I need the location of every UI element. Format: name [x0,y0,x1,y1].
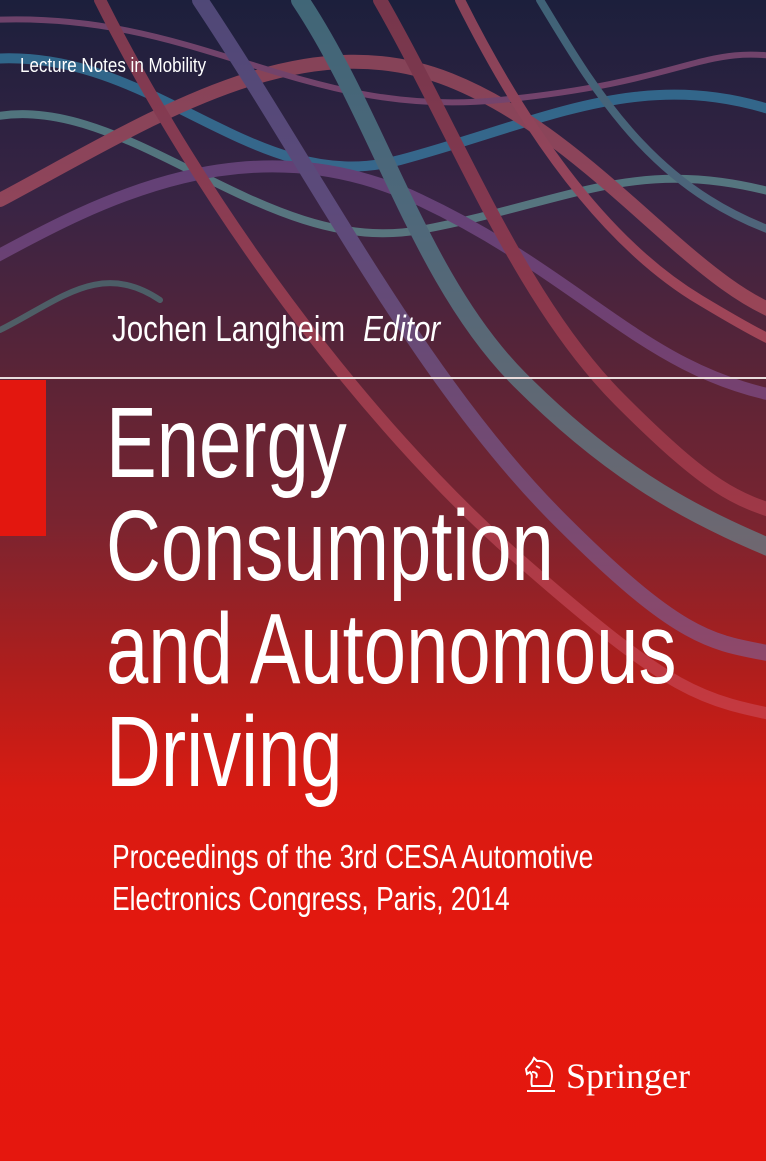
series-name: Lecture Notes in Mobility [20,55,207,77]
author-role: Editor [363,308,441,349]
title-line: and Autonomous [106,593,677,705]
title-line: Driving [106,696,343,808]
author-name: Jochen Langheim [112,308,346,349]
publisher-logo: Springer [524,1055,690,1097]
title-line: Energy [106,387,347,499]
author-line: Jochen Langheim Editor [112,308,440,350]
book-subtitle: Proceedings of the 3rd CESA Automotive E… [112,836,593,920]
springer-knight-icon [524,1056,555,1092]
subtitle-line: Proceedings of the 3rd CESA Automotive [112,838,594,875]
publisher-name: Springer [566,1056,690,1096]
divider-rule [0,377,766,379]
subtitle-line: Electronics Congress, Paris, 2014 [112,880,510,917]
title-line: Consumption [106,490,554,602]
accent-block [0,380,46,536]
book-title: Energy Consumption and Autonomous Drivin… [106,392,676,804]
